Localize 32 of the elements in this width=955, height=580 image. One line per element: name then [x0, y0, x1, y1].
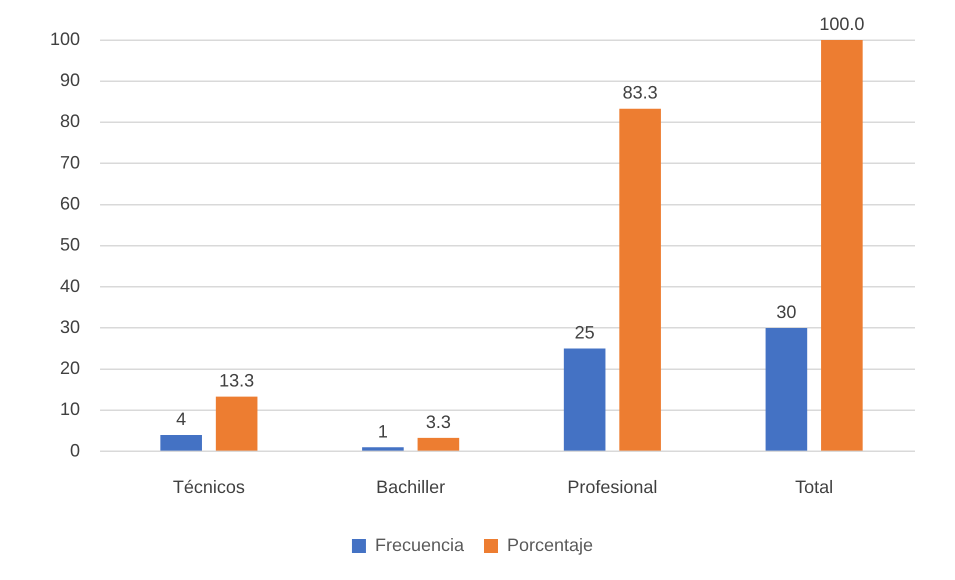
x-tick-label: Bachiller — [376, 477, 446, 498]
bar — [564, 348, 606, 451]
y-tick-label: 10 — [60, 399, 80, 420]
bar — [766, 328, 808, 451]
y-tick-label: 30 — [60, 316, 80, 337]
y-tick-label: 0 — [70, 440, 80, 460]
text: 30 — [776, 302, 796, 322]
y-tick-label: 90 — [60, 70, 80, 90]
y-tick-label: 80 — [60, 111, 80, 132]
y-tick-label: 60 — [60, 194, 80, 214]
x-tick-label: Total — [795, 477, 834, 498]
bar — [821, 40, 863, 451]
text: 25 — [574, 322, 595, 343]
bar — [160, 434, 202, 451]
x-tick-label: Profesional — [567, 477, 658, 498]
text: 3.3 — [426, 412, 451, 432]
legend-label: Frecuencia — [374, 534, 465, 555]
y-tick-label: 100 — [50, 28, 80, 49]
text: 100.0 — [819, 14, 864, 34]
legend-label: Porcentaje — [506, 534, 594, 555]
x-tick-label: Técnicos — [172, 477, 245, 498]
text: 1 — [378, 421, 388, 442]
y-tick-label: 40 — [60, 276, 80, 296]
y-tick-label: 20 — [60, 358, 80, 378]
bar — [619, 108, 661, 451]
bar — [418, 438, 460, 451]
y-tick-label: 50 — [60, 234, 80, 255]
text: 83.3 — [622, 82, 658, 103]
text: 4 — [176, 408, 186, 429]
text: 13.3 — [219, 370, 254, 391]
bar — [216, 396, 258, 451]
y-tick-label: 70 — [60, 152, 80, 172]
